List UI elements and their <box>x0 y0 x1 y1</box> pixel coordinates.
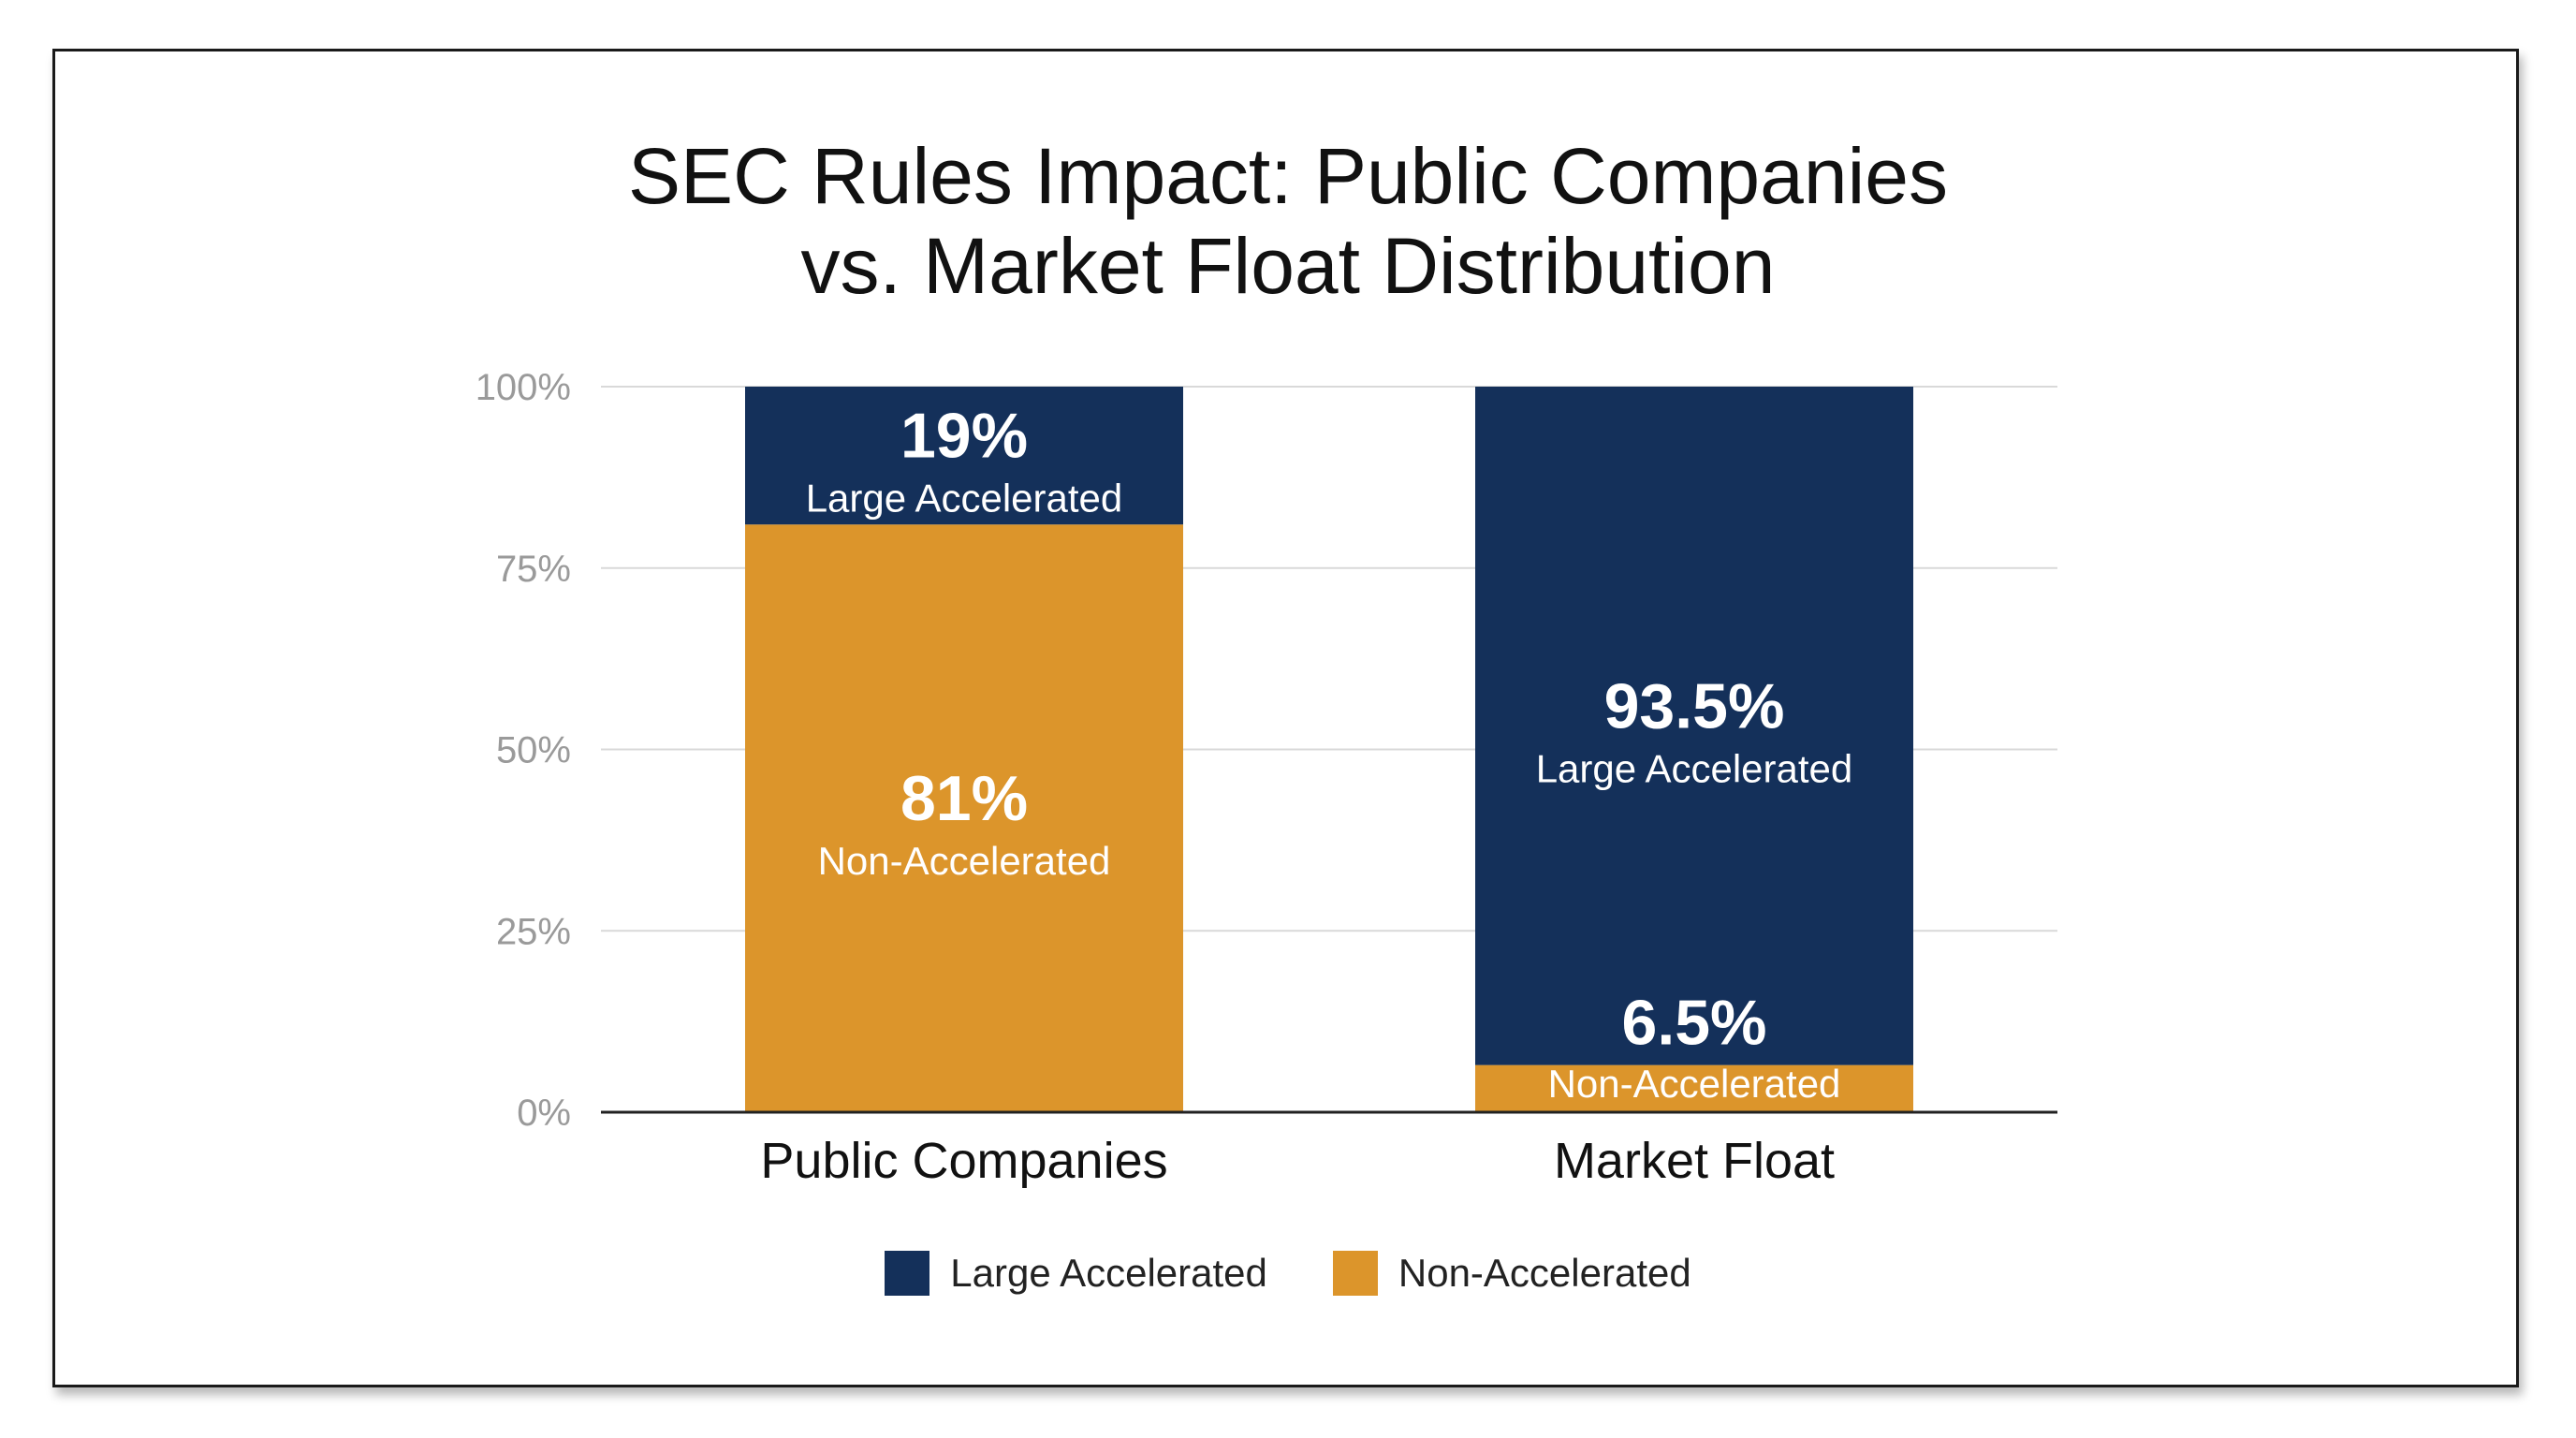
bar-value-label-public-companies-non-accelerated: 81% <box>900 763 1028 834</box>
chart-title: SEC Rules Impact: Public Companies vs. M… <box>0 131 2576 311</box>
legend-swatch-large-accelerated <box>885 1251 930 1296</box>
bar-value-label-public-companies-large-accelerated: 19% <box>900 401 1028 472</box>
chart-title-line-1: SEC Rules Impact: Public Companies <box>628 132 1948 220</box>
bar-market-float-large-accelerated <box>1475 387 1913 1065</box>
bar-segment-name-market-float-non-accelerated: Non-Accelerated <box>1548 1062 1841 1106</box>
bar-labels: 81% Non-Accelerated 19% Large Accelerated 6.… <box>806 401 1853 1106</box>
y-tick-label-50: 50% <box>496 730 571 771</box>
y-tick-label-75: 75% <box>496 549 571 590</box>
chart-title-line-2: vs. Market Float Distribution <box>800 222 1776 310</box>
x-axis-categories: Public Companies Market Float <box>760 1133 1835 1189</box>
chart-frame <box>52 49 2519 1387</box>
legend-label-non-accelerated: Non-Accelerated <box>1398 1251 1691 1295</box>
bar-public-companies-large-accelerated <box>745 387 1183 525</box>
y-tick-label-25: 25% <box>496 911 571 952</box>
x-category-label-market-float: Market Float <box>1554 1133 1835 1189</box>
legend: Large Accelerated Non-Accelerated <box>0 1251 2576 1296</box>
legend-label-large-accelerated: Large Accelerated <box>950 1251 1267 1295</box>
bar-public-companies-non-accelerated <box>745 524 1183 1112</box>
legend-item-large-accelerated: Large Accelerated <box>885 1251 1267 1296</box>
legend-swatch-non-accelerated <box>1332 1251 1378 1296</box>
bar-segment-name-public-companies-non-accelerated: Non-Accelerated <box>818 839 1111 883</box>
bars <box>745 387 1913 1112</box>
bar-segment-name-public-companies-large-accelerated: Large Accelerated <box>806 477 1123 521</box>
legend-item-non-accelerated: Non-Accelerated <box>1332 1251 1691 1296</box>
y-axis-ticks: 0% 25% 50% 75% 100% <box>476 367 571 1134</box>
x-category-label-public-companies: Public Companies <box>760 1133 1167 1189</box>
bar-value-label-market-float-large-accelerated: 93.5% <box>1604 670 1785 741</box>
y-tick-label-100: 100% <box>476 367 571 408</box>
bar-value-label-market-float-non-accelerated: 6.5% <box>1622 988 1767 1059</box>
bar-segment-name-market-float-large-accelerated: Large Accelerated <box>1536 746 1853 790</box>
y-tick-label-0: 0% <box>517 1093 571 1134</box>
bar-market-float-non-accelerated <box>1475 1064 1913 1112</box>
